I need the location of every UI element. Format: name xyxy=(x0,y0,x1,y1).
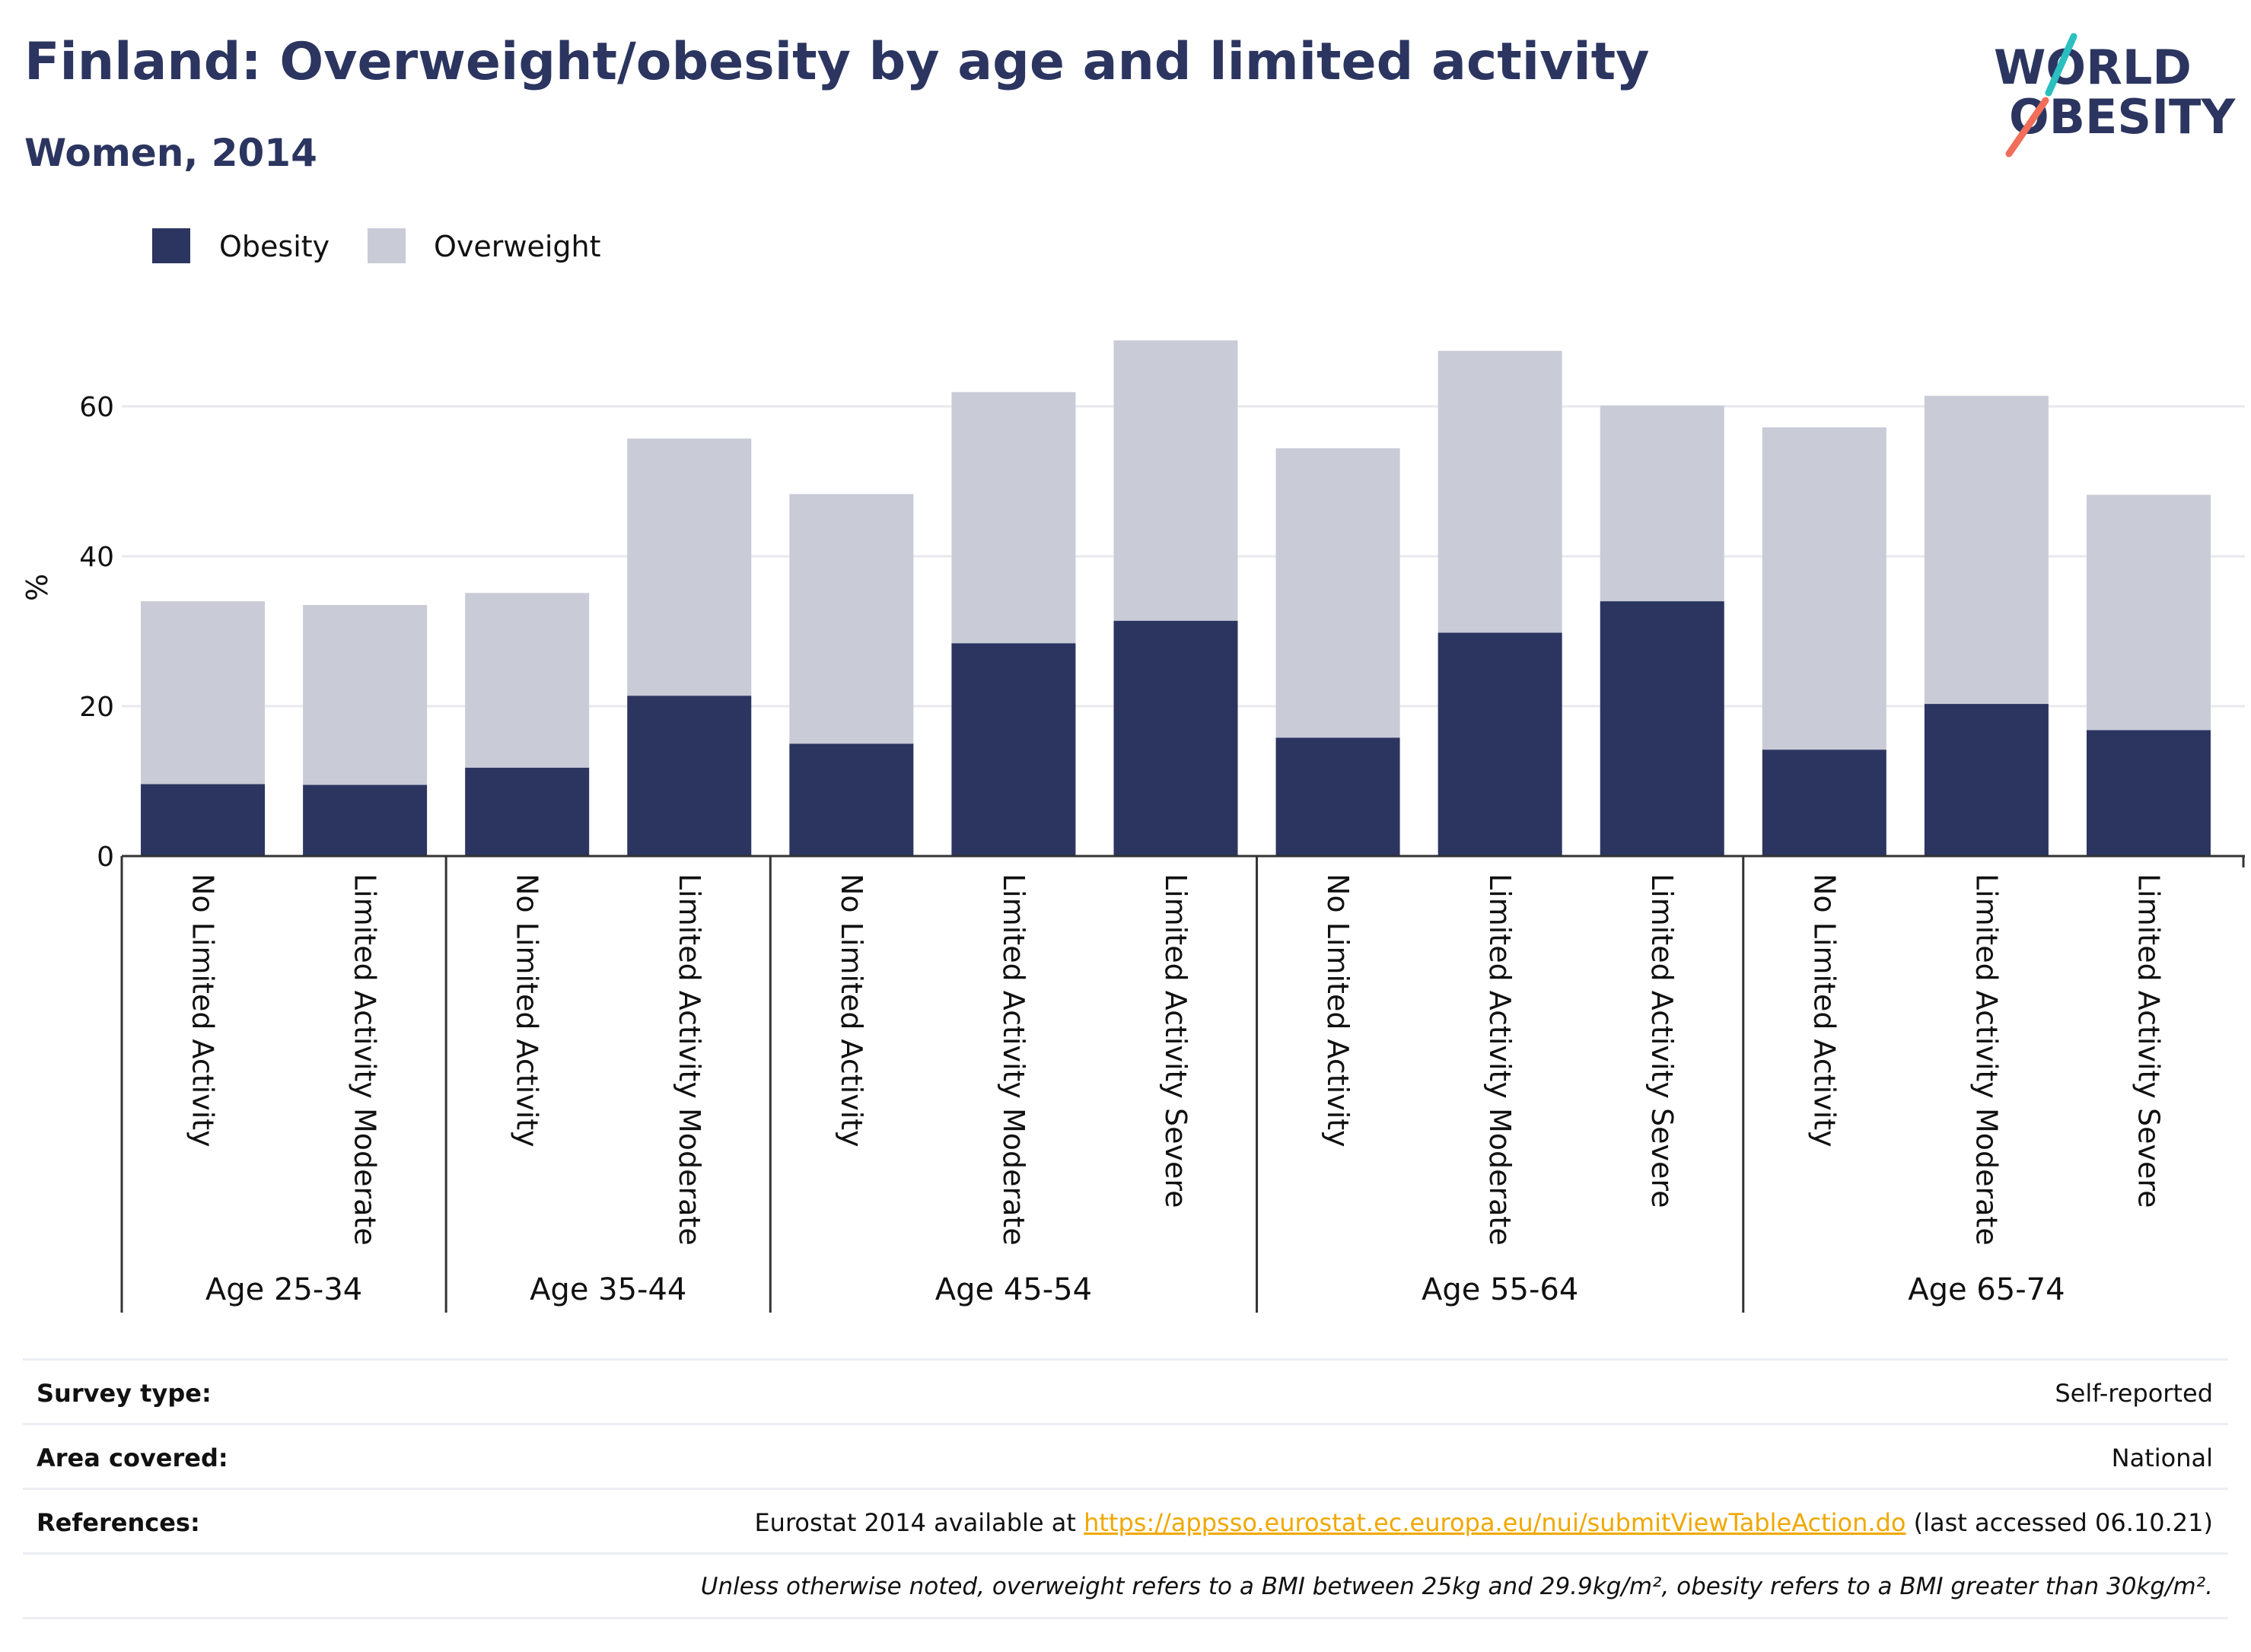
bar-overweight-2 xyxy=(465,593,590,768)
bar-overweight-4 xyxy=(789,494,914,744)
references-label: References: xyxy=(37,1508,200,1537)
bar-obesity-6 xyxy=(1113,620,1238,856)
bar-overweight-9 xyxy=(1600,406,1724,602)
bar-overweight-1 xyxy=(303,605,428,785)
survey-value: Self-reported xyxy=(2055,1379,2213,1408)
x-category-label: No Limited Activity xyxy=(1807,874,1841,1147)
x-axis: No Limited Activity Limited Activity Mode… xyxy=(120,855,2245,1313)
area-row: Area covered: National xyxy=(23,1423,2228,1488)
y-tick-label: 40 xyxy=(79,542,114,573)
area-label: Area covered: xyxy=(37,1444,228,1472)
legend-label-overweight: Overweight xyxy=(434,230,601,263)
x-category-label: Limited Activity Moderate xyxy=(1483,874,1517,1246)
info-table: Survey type: Self-reported Area covered:… xyxy=(23,1358,2228,1619)
x-category-label: Limited Activity Moderate xyxy=(1969,874,2003,1246)
x-group-label: Age 35-44 xyxy=(530,1272,686,1307)
y-tick-label: 0 xyxy=(97,842,114,873)
bar-obesity-5 xyxy=(951,643,1076,856)
bar-overweight-8 xyxy=(1438,351,1562,633)
y-tick-label: 60 xyxy=(79,392,114,423)
references-value: Eurostat 2014 available at https://appss… xyxy=(754,1508,2213,1537)
bar-obesity-2 xyxy=(465,767,590,856)
bar-obesity-0 xyxy=(141,784,266,856)
y-axis-label: % xyxy=(21,574,54,601)
references-suffix: (last accessed 06.10.21) xyxy=(1906,1508,2213,1537)
x-group-label: Age 25-34 xyxy=(205,1272,362,1307)
y-tick-label: 20 xyxy=(79,692,114,723)
survey-label: Survey type: xyxy=(37,1379,212,1408)
bar-overweight-12 xyxy=(2086,495,2211,731)
x-category-label: Limited Activity Moderate xyxy=(349,874,382,1246)
x-group-label: Age 45-54 xyxy=(935,1272,1092,1307)
survey-row: Survey type: Self-reported xyxy=(23,1358,2228,1423)
bar-obesity-10 xyxy=(1762,750,1886,856)
bar-obesity-12 xyxy=(2086,730,2211,856)
x-category-label: No Limited Activity xyxy=(1321,874,1355,1147)
bar-obesity-3 xyxy=(627,695,752,856)
page-subtitle: Women, 2014 xyxy=(24,131,317,175)
x-category-label: No Limited Activity xyxy=(186,874,220,1147)
x-category-label: Limited Activity Moderate xyxy=(673,874,706,1246)
legend-label-obesity: Obesity xyxy=(219,230,330,263)
bar-overweight-3 xyxy=(627,438,752,696)
x-group-label: Age 55-64 xyxy=(1422,1272,1578,1307)
bar-obesity-9 xyxy=(1600,601,1724,856)
bar-overweight-10 xyxy=(1762,427,1886,750)
y-axis: 0 20 40 60 xyxy=(79,392,114,873)
x-category-label: Limited Activity Moderate xyxy=(997,874,1030,1246)
bar-obesity-4 xyxy=(789,743,914,856)
references-prefix: Eurostat 2014 available at xyxy=(754,1508,1084,1537)
world-obesity-logo: WORLD OBESITY xyxy=(1994,33,2236,158)
legend-swatch-obesity xyxy=(152,228,190,263)
references-row: References: Eurostat 2014 available at h… xyxy=(23,1488,2228,1552)
x-category-label: Limited Activity Severe xyxy=(1159,874,1192,1208)
bars xyxy=(141,340,2211,856)
bar-overweight-7 xyxy=(1275,448,1400,738)
bar-overweight-6 xyxy=(1113,340,1238,621)
x-category-label: Limited Activity Severe xyxy=(1645,874,1679,1208)
legend-swatch-overweight xyxy=(368,228,406,263)
bar-overweight-5 xyxy=(951,392,1076,644)
stacked-bar-chart: 0 20 40 60 No Limited Activity Limited Activ… xyxy=(21,228,2245,1313)
logo-line1: WORLD xyxy=(1994,40,2192,95)
x-category-label: Limited Activity Severe xyxy=(2132,874,2165,1208)
x-category-label: No Limited Activity xyxy=(511,874,544,1147)
x-group-label: Age 65-74 xyxy=(1908,1272,2065,1307)
bar-obesity-8 xyxy=(1438,632,1562,856)
page-title: Finland: Overweight/obesity by age and l… xyxy=(24,32,1650,92)
x-category-label: No Limited Activity xyxy=(835,874,868,1147)
legend: Obesity Overweight xyxy=(152,228,601,263)
bar-obesity-7 xyxy=(1275,737,1400,856)
bar-obesity-1 xyxy=(303,785,428,856)
area-value: National xyxy=(2111,1444,2213,1472)
note-row: Unless otherwise noted, overweight refer… xyxy=(23,1552,2228,1619)
bar-overweight-11 xyxy=(1924,396,2049,705)
definition-note: Unless otherwise noted, overweight refer… xyxy=(700,1573,2213,1600)
bar-overweight-0 xyxy=(141,601,266,785)
references-link[interactable]: https://appsso.eurostat.ec.europa.eu/nui… xyxy=(1084,1508,1906,1537)
bar-obesity-11 xyxy=(1924,704,2049,856)
